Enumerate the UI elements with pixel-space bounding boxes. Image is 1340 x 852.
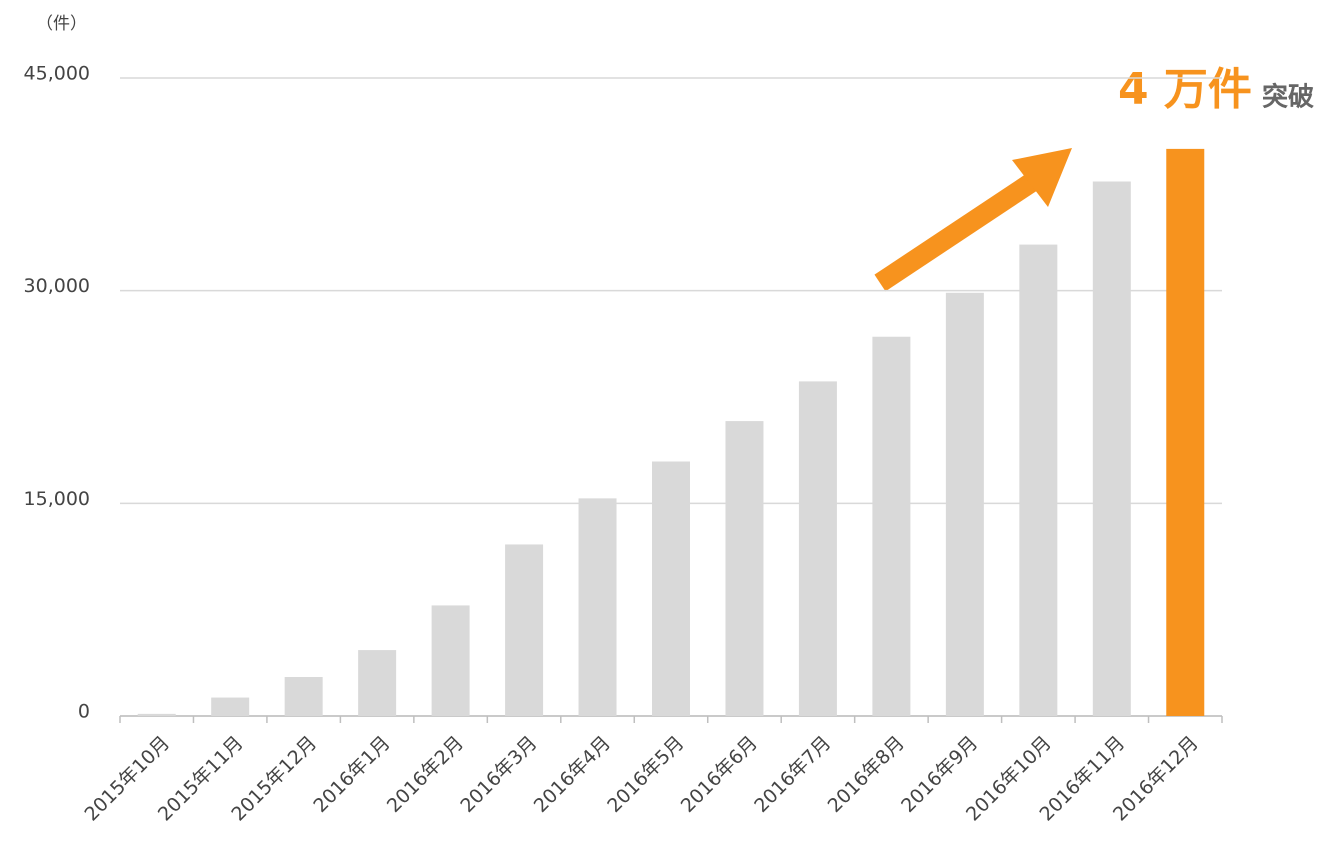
- bar: [945, 292, 984, 716]
- x-tick-label: 2016年4月: [530, 732, 615, 817]
- bar: [1092, 181, 1131, 716]
- x-tick-label: 2016年2月: [383, 732, 468, 817]
- bar: [137, 713, 176, 716]
- arrow: [874, 148, 1072, 292]
- y-tick-label: 0: [78, 701, 90, 723]
- x-tick-label: 2016年1月: [309, 732, 394, 817]
- bar: [652, 461, 690, 716]
- x-tick-label: 2016年8月: [824, 732, 909, 817]
- bar: [284, 677, 323, 716]
- unit-label: （件）: [36, 14, 87, 34]
- y-tick-label: 15,000: [24, 488, 90, 510]
- x-tick-label: 2016年7月: [750, 732, 835, 817]
- bar: [872, 336, 911, 716]
- x-tick-label: 2016年6月: [677, 732, 762, 817]
- y-tick-label: 45,000: [24, 63, 90, 85]
- bar: [1019, 244, 1058, 717]
- bar: [358, 650, 397, 716]
- y-tick-label: 30,000: [24, 275, 90, 297]
- bar: [431, 605, 470, 716]
- x-tick-label: 2016年3月: [456, 732, 541, 817]
- x-tick-label: 2016年5月: [603, 732, 688, 817]
- bar: [578, 498, 617, 716]
- bar: [505, 544, 544, 716]
- bar: [1166, 148, 1205, 716]
- annotation-suffix: 突破: [1262, 82, 1314, 113]
- bar: [211, 697, 250, 716]
- bar: [725, 421, 764, 716]
- annotation-main: 4 万件: [1118, 64, 1252, 115]
- bar: [798, 381, 837, 716]
